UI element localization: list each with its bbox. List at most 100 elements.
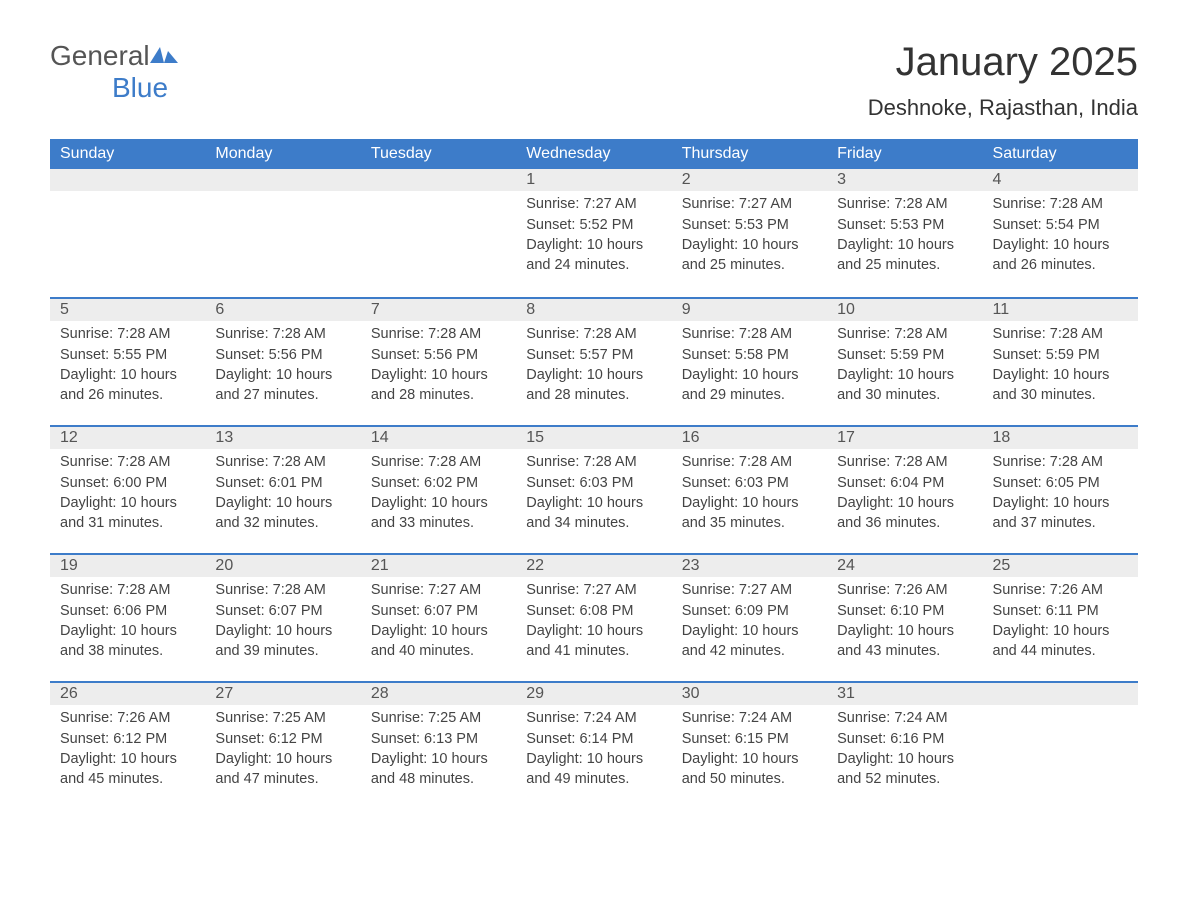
day-cell bbox=[983, 683, 1138, 809]
daylight-text: Daylight: 10 hours and 48 minutes. bbox=[371, 750, 506, 789]
weekday-header: Friday bbox=[827, 139, 982, 169]
day-cell: 18Sunrise: 7:28 AMSunset: 6:05 PMDayligh… bbox=[983, 427, 1138, 553]
sunset-text: Sunset: 6:14 PM bbox=[526, 730, 661, 750]
sunrise-text: Sunrise: 7:28 AM bbox=[215, 581, 350, 601]
sunrise-text: Sunrise: 7:27 AM bbox=[682, 195, 817, 215]
sunrise-text: Sunrise: 7:28 AM bbox=[526, 453, 661, 473]
day-number-row: 17 bbox=[827, 427, 982, 449]
day-number-row: 4 bbox=[983, 169, 1138, 191]
day-body: Sunrise: 7:28 AMSunset: 5:56 PMDaylight:… bbox=[361, 321, 516, 414]
sunset-text: Sunset: 5:56 PM bbox=[215, 346, 350, 366]
sunset-text: Sunset: 6:07 PM bbox=[371, 602, 506, 622]
daylight-text: Daylight: 10 hours and 33 minutes. bbox=[371, 494, 506, 533]
day-number: 14 bbox=[361, 425, 399, 451]
day-cell: 7Sunrise: 7:28 AMSunset: 5:56 PMDaylight… bbox=[361, 299, 516, 425]
sunrise-text: Sunrise: 7:28 AM bbox=[993, 453, 1128, 473]
day-cell: 4Sunrise: 7:28 AMSunset: 5:54 PMDaylight… bbox=[983, 169, 1138, 297]
daylight-text: Daylight: 10 hours and 45 minutes. bbox=[60, 750, 195, 789]
day-number-row: 31 bbox=[827, 683, 982, 705]
daylight-text: Daylight: 10 hours and 44 minutes. bbox=[993, 622, 1128, 661]
sunset-text: Sunset: 6:04 PM bbox=[837, 474, 972, 494]
sunset-text: Sunset: 6:07 PM bbox=[215, 602, 350, 622]
weekday-header: Sunday bbox=[50, 139, 205, 169]
day-body bbox=[983, 705, 1138, 717]
day-number-row: 13 bbox=[205, 427, 360, 449]
day-body: Sunrise: 7:28 AMSunset: 6:07 PMDaylight:… bbox=[205, 577, 360, 670]
sunset-text: Sunset: 6:00 PM bbox=[60, 474, 195, 494]
day-body bbox=[361, 191, 516, 203]
sunset-text: Sunset: 6:11 PM bbox=[993, 602, 1128, 622]
day-number-row: 11 bbox=[983, 299, 1138, 321]
logo-text: General Blue bbox=[50, 40, 178, 104]
daylight-text: Daylight: 10 hours and 25 minutes. bbox=[682, 236, 817, 275]
day-body: Sunrise: 7:28 AMSunset: 5:55 PMDaylight:… bbox=[50, 321, 205, 414]
day-body: Sunrise: 7:27 AMSunset: 6:07 PMDaylight:… bbox=[361, 577, 516, 670]
day-number: 8 bbox=[516, 297, 545, 323]
day-cell: 27Sunrise: 7:25 AMSunset: 6:12 PMDayligh… bbox=[205, 683, 360, 809]
day-cell: 16Sunrise: 7:28 AMSunset: 6:03 PMDayligh… bbox=[672, 427, 827, 553]
sunset-text: Sunset: 6:01 PM bbox=[215, 474, 350, 494]
sunset-text: Sunset: 6:02 PM bbox=[371, 474, 506, 494]
daylight-text: Daylight: 10 hours and 28 minutes. bbox=[526, 366, 661, 405]
sunset-text: Sunset: 6:16 PM bbox=[837, 730, 972, 750]
day-number: 29 bbox=[516, 681, 554, 707]
day-number: 1 bbox=[516, 167, 545, 193]
day-cell: 1Sunrise: 7:27 AMSunset: 5:52 PMDaylight… bbox=[516, 169, 671, 297]
day-body: Sunrise: 7:28 AMSunset: 5:58 PMDaylight:… bbox=[672, 321, 827, 414]
day-number-row: 14 bbox=[361, 427, 516, 449]
day-number: 28 bbox=[361, 681, 399, 707]
day-body: Sunrise: 7:27 AMSunset: 5:52 PMDaylight:… bbox=[516, 191, 671, 284]
sunset-text: Sunset: 5:59 PM bbox=[993, 346, 1128, 366]
sunset-text: Sunset: 6:15 PM bbox=[682, 730, 817, 750]
day-body: Sunrise: 7:26 AMSunset: 6:12 PMDaylight:… bbox=[50, 705, 205, 798]
day-cell: 20Sunrise: 7:28 AMSunset: 6:07 PMDayligh… bbox=[205, 555, 360, 681]
sunset-text: Sunset: 6:09 PM bbox=[682, 602, 817, 622]
sunrise-text: Sunrise: 7:28 AM bbox=[60, 453, 195, 473]
week-row: 1Sunrise: 7:27 AMSunset: 5:52 PMDaylight… bbox=[50, 169, 1138, 297]
day-body bbox=[205, 191, 360, 203]
month-title: January 2025 bbox=[868, 40, 1138, 85]
day-number-row bbox=[50, 169, 205, 191]
daylight-text: Daylight: 10 hours and 35 minutes. bbox=[682, 494, 817, 533]
logo-word2: Blue bbox=[112, 72, 168, 103]
sunset-text: Sunset: 6:03 PM bbox=[682, 474, 817, 494]
day-number-row: 10 bbox=[827, 299, 982, 321]
sunrise-text: Sunrise: 7:28 AM bbox=[215, 325, 350, 345]
title-block: January 2025 Deshnoke, Rajasthan, India bbox=[868, 40, 1138, 121]
day-number-row: 7 bbox=[361, 299, 516, 321]
day-number-row: 18 bbox=[983, 427, 1138, 449]
day-body: Sunrise: 7:24 AMSunset: 6:15 PMDaylight:… bbox=[672, 705, 827, 798]
day-number-row: 2 bbox=[672, 169, 827, 191]
daylight-text: Daylight: 10 hours and 28 minutes. bbox=[371, 366, 506, 405]
sunrise-text: Sunrise: 7:28 AM bbox=[526, 325, 661, 345]
sunrise-text: Sunrise: 7:24 AM bbox=[837, 709, 972, 729]
day-cell: 19Sunrise: 7:28 AMSunset: 6:06 PMDayligh… bbox=[50, 555, 205, 681]
weekday-header: Wednesday bbox=[516, 139, 671, 169]
sunrise-text: Sunrise: 7:28 AM bbox=[371, 453, 506, 473]
day-number bbox=[205, 178, 225, 182]
sunrise-text: Sunrise: 7:28 AM bbox=[371, 325, 506, 345]
sunrise-text: Sunrise: 7:28 AM bbox=[60, 325, 195, 345]
daylight-text: Daylight: 10 hours and 43 minutes. bbox=[837, 622, 972, 661]
day-cell: 31Sunrise: 7:24 AMSunset: 6:16 PMDayligh… bbox=[827, 683, 982, 809]
daylight-text: Daylight: 10 hours and 32 minutes. bbox=[215, 494, 350, 533]
daylight-text: Daylight: 10 hours and 30 minutes. bbox=[993, 366, 1128, 405]
page-header: General Blue January 2025 Deshnoke, Raja… bbox=[50, 40, 1138, 121]
daylight-text: Daylight: 10 hours and 49 minutes. bbox=[526, 750, 661, 789]
day-number-row bbox=[205, 169, 360, 191]
day-number-row: 28 bbox=[361, 683, 516, 705]
daylight-text: Daylight: 10 hours and 47 minutes. bbox=[215, 750, 350, 789]
day-body: Sunrise: 7:28 AMSunset: 6:02 PMDaylight:… bbox=[361, 449, 516, 542]
day-number: 17 bbox=[827, 425, 865, 451]
sunrise-text: Sunrise: 7:28 AM bbox=[993, 195, 1128, 215]
sunrise-text: Sunrise: 7:28 AM bbox=[837, 325, 972, 345]
sunrise-text: Sunrise: 7:28 AM bbox=[682, 325, 817, 345]
day-number: 26 bbox=[50, 681, 88, 707]
day-number: 27 bbox=[205, 681, 243, 707]
sunrise-text: Sunrise: 7:26 AM bbox=[60, 709, 195, 729]
weeks-container: 1Sunrise: 7:27 AMSunset: 5:52 PMDaylight… bbox=[50, 169, 1138, 809]
day-number-row: 12 bbox=[50, 427, 205, 449]
sunrise-text: Sunrise: 7:27 AM bbox=[371, 581, 506, 601]
day-number: 24 bbox=[827, 553, 865, 579]
weekday-header: Monday bbox=[205, 139, 360, 169]
